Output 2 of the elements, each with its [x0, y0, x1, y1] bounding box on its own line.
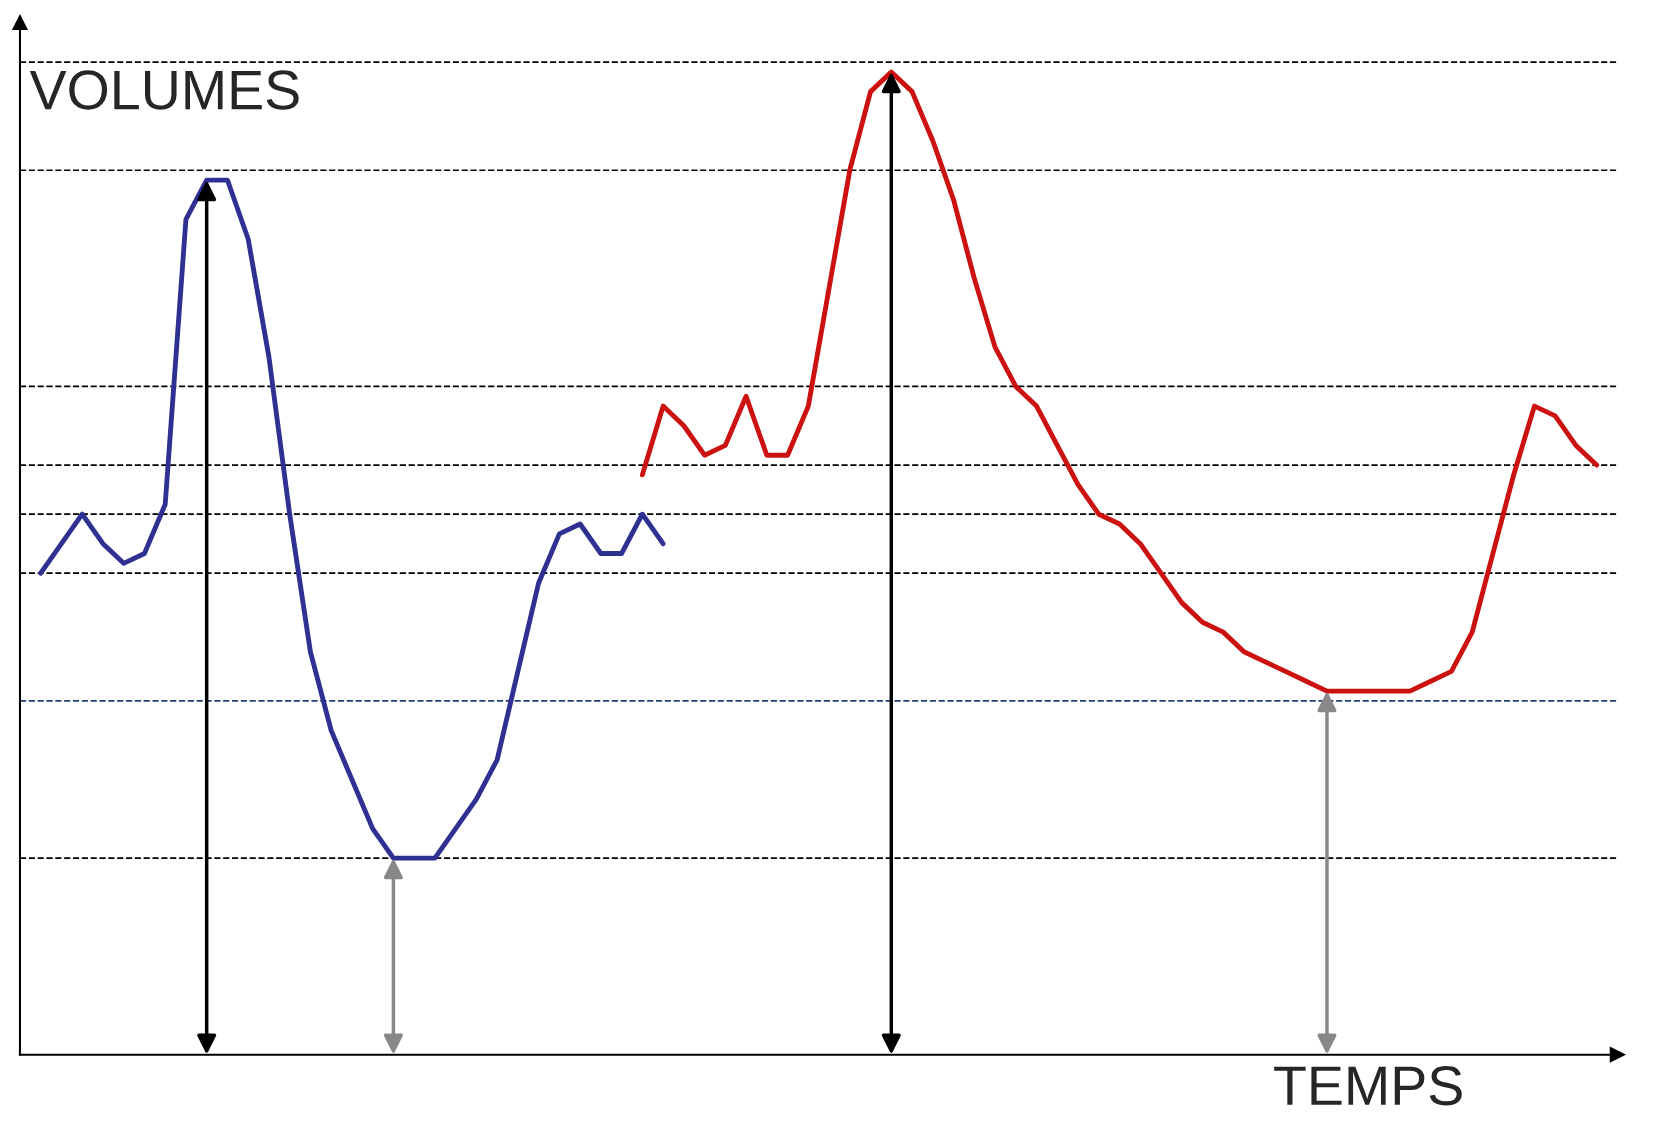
y-axis-title: VOLUMES: [29, 70, 299, 110]
x-axis-title: TEMPS: [1274, 1066, 1462, 1106]
